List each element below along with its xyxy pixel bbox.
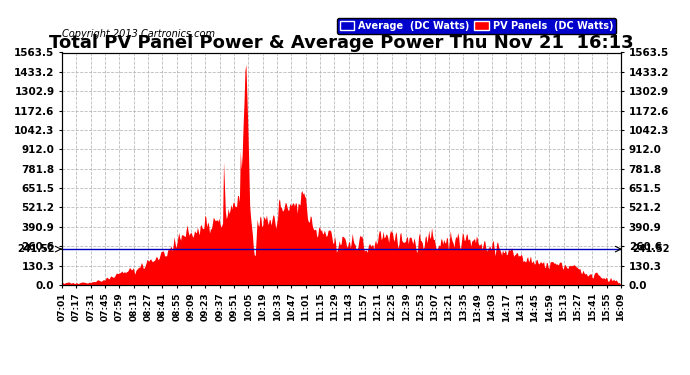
- Title: Total PV Panel Power & Average Power Thu Nov 21  16:13: Total PV Panel Power & Average Power Thu…: [49, 34, 634, 53]
- Legend: Average  (DC Watts), PV Panels  (DC Watts): Average (DC Watts), PV Panels (DC Watts): [337, 18, 616, 34]
- Text: 241.52: 241.52: [17, 244, 55, 254]
- Text: 241.52: 241.52: [632, 244, 670, 254]
- Text: Copyright 2013 Cartronics.com: Copyright 2013 Cartronics.com: [62, 28, 215, 39]
